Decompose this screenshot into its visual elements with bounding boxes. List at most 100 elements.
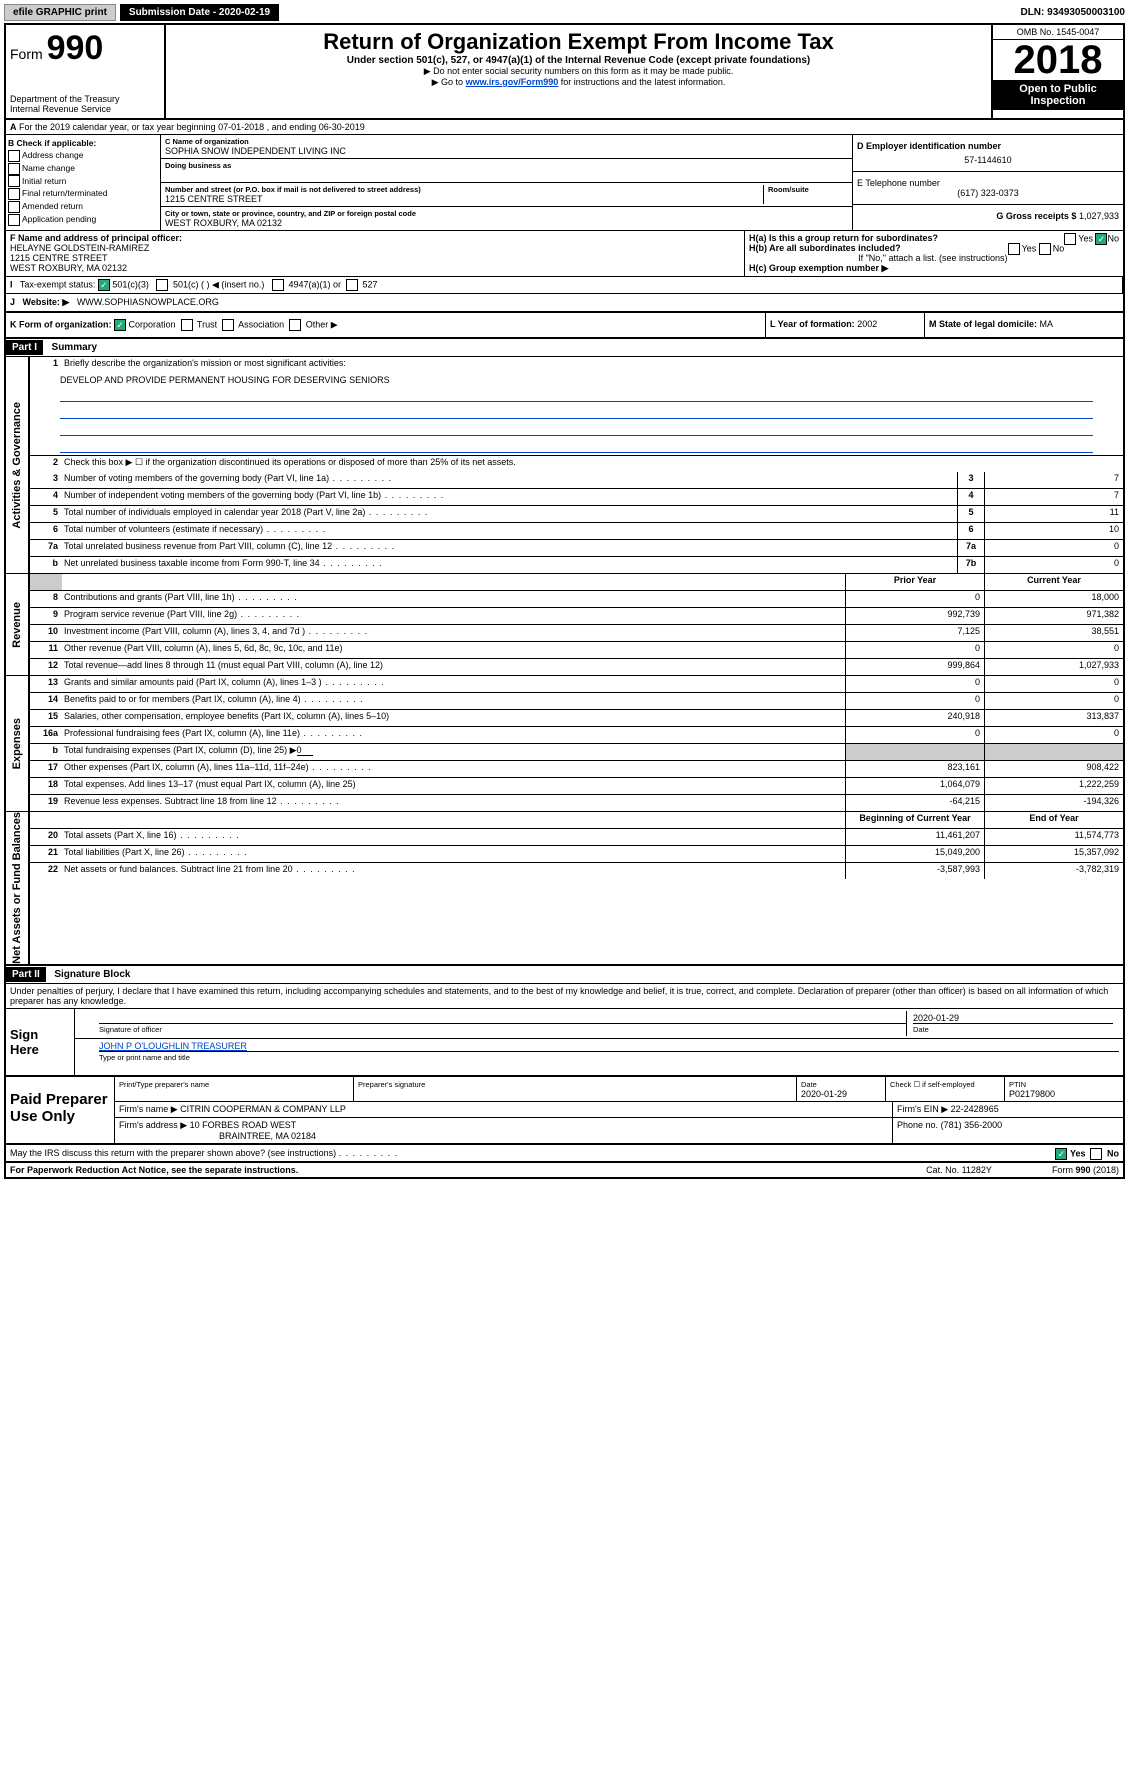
l13: Grants and similar amounts paid (Part IX… bbox=[64, 677, 322, 687]
c18: 1,222,259 bbox=[984, 778, 1123, 794]
chk-4947[interactable] bbox=[272, 279, 284, 291]
prep-name-label: Print/Type preparer's name bbox=[119, 1080, 209, 1089]
chk-other[interactable] bbox=[289, 319, 301, 331]
opt-other: Other ▶ bbox=[306, 319, 338, 329]
website-label: Website: ▶ bbox=[23, 297, 70, 307]
chk-pending[interactable] bbox=[8, 214, 20, 226]
p11: 0 bbox=[845, 642, 984, 658]
opt-assoc: Association bbox=[238, 319, 284, 329]
chk-name[interactable] bbox=[8, 163, 20, 175]
l22: Net assets or fund balances. Subtract li… bbox=[64, 864, 293, 874]
chk-assoc[interactable] bbox=[222, 319, 234, 331]
chk-initial[interactable] bbox=[8, 175, 20, 187]
subtitle: Under section 501(c), 527, or 4947(a)(1)… bbox=[170, 55, 987, 66]
prep-date: 2020-01-29 bbox=[801, 1089, 847, 1099]
v5: 11 bbox=[984, 506, 1123, 522]
c14: 0 bbox=[984, 693, 1123, 709]
dept: Department of the Treasury bbox=[10, 94, 160, 104]
gov-tab: Activities & Governance bbox=[11, 402, 23, 529]
firm-name: CITRIN COOPERMAN & COMPANY LLP bbox=[180, 1104, 346, 1114]
efile-btn[interactable]: efile GRAPHIC print bbox=[4, 4, 116, 21]
tax-year-text: For the 2019 calendar year, or tax year … bbox=[19, 122, 365, 132]
f-label: F Name and address of principal officer: bbox=[10, 233, 740, 243]
city-label: City or town, state or province, country… bbox=[165, 209, 848, 218]
sig-date-label: Date bbox=[913, 1025, 929, 1034]
k-label: K Form of organization: bbox=[10, 319, 112, 329]
chk-final[interactable] bbox=[8, 188, 20, 200]
opt-4947: 4947(a)(1) or bbox=[288, 279, 341, 289]
hc-label: H(c) Group exemption number ▶ bbox=[749, 263, 888, 273]
discuss-text: May the IRS discuss this return with the… bbox=[10, 1148, 336, 1158]
rev-tab: Revenue bbox=[11, 602, 23, 648]
hb-yes-lbl: Yes bbox=[1022, 243, 1037, 253]
officer-signature-name[interactable]: JOHN P O'LOUGHLIN TREASURER bbox=[99, 1041, 247, 1051]
sign-here-block: Sign Here Signature of officer 2020-01-2… bbox=[6, 1009, 1123, 1077]
m-label: M State of legal domicile: bbox=[929, 319, 1037, 329]
state-domicile: MA bbox=[1040, 319, 1054, 329]
chk-address[interactable] bbox=[8, 150, 20, 162]
chk-501c3[interactable]: ✓ bbox=[98, 279, 110, 291]
org-name: SOPHIA SNOW INDEPENDENT LIVING INC bbox=[165, 146, 848, 156]
l12: Total revenue—add lines 8 through 11 (mu… bbox=[64, 660, 383, 670]
col-deg: D Employer identification number 57-1144… bbox=[852, 135, 1123, 230]
p10: 7,125 bbox=[845, 625, 984, 641]
firm-addr1: 10 FORBES ROAD WEST bbox=[190, 1120, 297, 1130]
ha-label: H(a) Is this a group return for subordin… bbox=[749, 233, 938, 243]
firm-name-label: Firm's name ▶ bbox=[119, 1104, 178, 1114]
gross-receipts: 1,027,933 bbox=[1079, 211, 1119, 221]
c15: 313,837 bbox=[984, 710, 1123, 726]
part2-tab: Part II bbox=[6, 967, 46, 982]
sig-name-label: Type or print name and title bbox=[99, 1053, 190, 1062]
chk-corp[interactable]: ✓ bbox=[114, 319, 126, 331]
officer-name: HELAYNE GOLDSTEIN-RAMIREZ bbox=[10, 243, 740, 253]
l17: Other expenses (Part IX, column (A), lin… bbox=[64, 762, 309, 772]
part2-title: Signature Block bbox=[48, 969, 130, 980]
l14: Benefits paid to or for members (Part IX… bbox=[64, 694, 301, 704]
v7b: 0 bbox=[984, 557, 1123, 573]
b-header: B Check if applicable: bbox=[8, 137, 158, 149]
chk-trust[interactable] bbox=[181, 319, 193, 331]
discuss-yes[interactable]: ✓ bbox=[1055, 1148, 1067, 1160]
l7a: Total unrelated business revenue from Pa… bbox=[64, 541, 332, 551]
chk-501c[interactable] bbox=[156, 279, 168, 291]
p12: 999,864 bbox=[845, 659, 984, 675]
discuss-no[interactable] bbox=[1090, 1148, 1102, 1160]
form-number: 990 bbox=[47, 29, 104, 67]
i-label: Tax-exempt status: bbox=[20, 279, 96, 289]
revenue-section: Revenue Prior YearCurrent Year 8Contribu… bbox=[6, 574, 1123, 676]
chk-527[interactable] bbox=[346, 279, 358, 291]
ha-no-lbl: No bbox=[1107, 233, 1119, 243]
row-fh: F Name and address of principal officer:… bbox=[6, 231, 1123, 277]
cat-no: Cat. No. 11282Y bbox=[926, 1165, 992, 1175]
instructions-link[interactable]: www.irs.gov/Form990 bbox=[466, 77, 559, 87]
c20: 11,574,773 bbox=[984, 829, 1123, 845]
expenses-section: Expenses 13Grants and similar amounts pa… bbox=[6, 676, 1123, 812]
l7b: Net unrelated business taxable income fr… bbox=[64, 558, 320, 568]
l9: Program service revenue (Part VIII, line… bbox=[64, 609, 237, 619]
form-header: Form 990 Department of the Treasury Inte… bbox=[6, 25, 1123, 120]
col-c: C Name of organization SOPHIA SNOW INDEP… bbox=[161, 135, 852, 230]
ha-yes[interactable] bbox=[1064, 233, 1076, 245]
pra: For Paperwork Reduction Act Notice, see … bbox=[10, 1165, 298, 1175]
tax-year: 2018 bbox=[993, 40, 1123, 80]
hb-yes[interactable] bbox=[1008, 243, 1020, 255]
chk-amended[interactable] bbox=[8, 201, 20, 213]
hb-no[interactable] bbox=[1039, 243, 1051, 255]
c8: 18,000 bbox=[984, 591, 1123, 607]
c10: 38,551 bbox=[984, 625, 1123, 641]
form-outer: Form 990 Department of the Treasury Inte… bbox=[4, 23, 1125, 1179]
ha-yes-lbl: Yes bbox=[1078, 233, 1093, 243]
c11: 0 bbox=[984, 642, 1123, 658]
opt-501c3: 501(c)(3) bbox=[112, 279, 149, 289]
room-label: Room/suite bbox=[768, 185, 848, 194]
end-hdr: End of Year bbox=[984, 812, 1123, 828]
l11: Other revenue (Part VIII, column (A), li… bbox=[64, 643, 342, 653]
opt-501c: 501(c) ( ) ◀ (insert no.) bbox=[173, 279, 264, 289]
opt-corp: Corporation bbox=[129, 319, 176, 329]
hb-no-lbl: No bbox=[1053, 243, 1065, 253]
form-ref: Form bbox=[1052, 1165, 1076, 1175]
v7a: 0 bbox=[984, 540, 1123, 556]
opt-name: Name change bbox=[22, 163, 75, 173]
p21: 15,049,200 bbox=[845, 846, 984, 862]
ha-no[interactable]: ✓ bbox=[1095, 233, 1107, 245]
